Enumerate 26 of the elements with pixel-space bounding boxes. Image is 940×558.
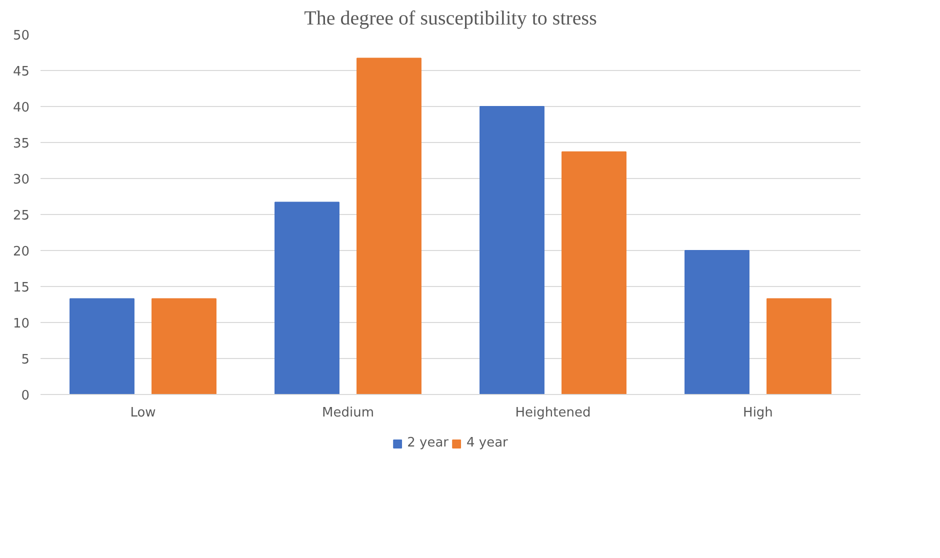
y-tick-label: 15 [12, 280, 30, 296]
y-tick-label: 10 [12, 316, 30, 332]
x-tick-label: High [743, 406, 773, 420]
y-tick-label: 30 [12, 172, 30, 188]
bar [356, 58, 422, 394]
bar [562, 151, 626, 394]
legend-label: 2 year [407, 436, 448, 450]
y-tick-label: 25 [12, 208, 30, 224]
x-tick-label: Heightened [515, 406, 591, 420]
y-tick-label: 5 [21, 352, 30, 368]
y-tick-label: 45 [12, 64, 30, 80]
bar [70, 298, 134, 394]
y-tick-label: 40 [12, 100, 30, 116]
x-tick-label: Medium [322, 406, 374, 420]
bar [152, 298, 216, 394]
bar [480, 106, 544, 394]
chart-title: The degree of susceptibility to stress [304, 8, 598, 30]
bar [684, 250, 750, 394]
bar [766, 298, 832, 394]
y-tick-label: 20 [12, 244, 30, 260]
y-tick-label: 0 [21, 388, 30, 404]
y-tick-label: 50 [12, 28, 30, 44]
x-tick-label: Low [130, 406, 156, 420]
y-tick-label: 35 [12, 136, 30, 152]
legend-label: 4 year [466, 436, 508, 450]
bar [274, 202, 340, 394]
